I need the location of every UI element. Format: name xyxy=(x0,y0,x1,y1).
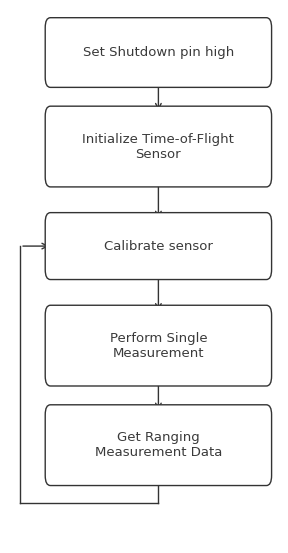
FancyBboxPatch shape xyxy=(45,18,272,87)
Text: Perform Single
Measurement: Perform Single Measurement xyxy=(110,332,207,359)
Text: Get Ranging
Measurement Data: Get Ranging Measurement Data xyxy=(95,431,222,459)
Text: Initialize Time-of-Flight
Sensor: Initialize Time-of-Flight Sensor xyxy=(82,133,234,160)
Text: Calibrate sensor: Calibrate sensor xyxy=(104,239,213,253)
FancyBboxPatch shape xyxy=(45,405,272,486)
FancyBboxPatch shape xyxy=(45,212,272,280)
FancyBboxPatch shape xyxy=(45,305,272,386)
FancyBboxPatch shape xyxy=(45,106,272,187)
Text: Set Shutdown pin high: Set Shutdown pin high xyxy=(83,46,234,59)
